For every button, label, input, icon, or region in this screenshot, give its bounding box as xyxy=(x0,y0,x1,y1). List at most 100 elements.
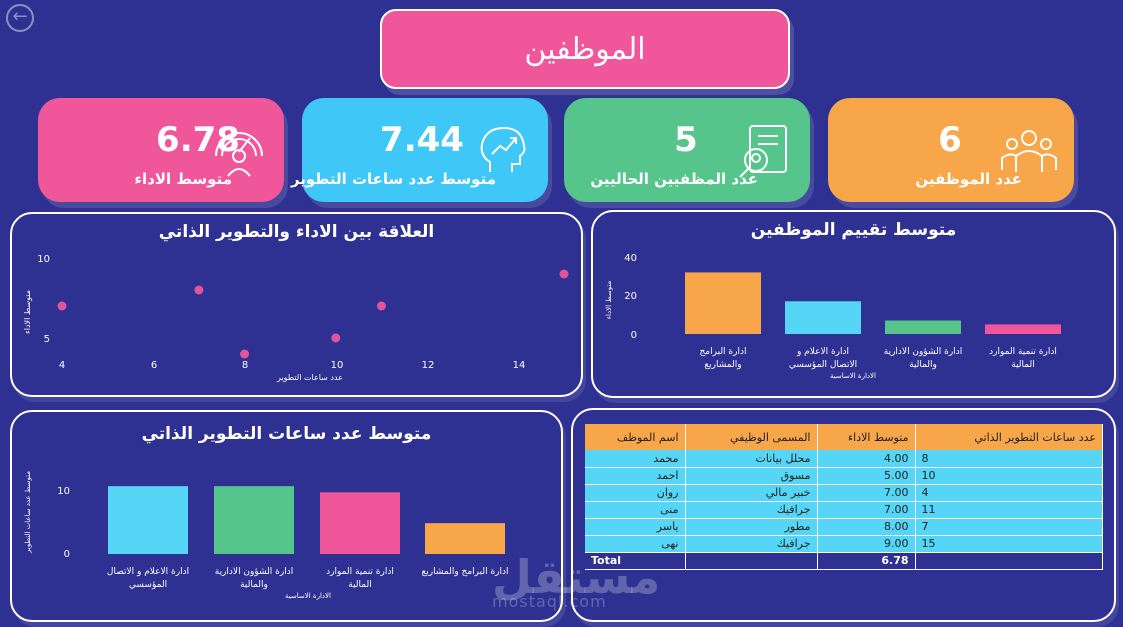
scatter-panel: العلاقة بين الاداء والتطوير الذاتي متوسط… xyxy=(10,212,583,397)
table-row[interactable]: احمد مسوق 5.00 10 xyxy=(585,467,1103,485)
avg-hours-panel: متوسط عدد ساعات التطوير الذاتي متوسط عدد… xyxy=(10,410,563,622)
category-label: ادارة الشؤون الادارية xyxy=(215,567,294,577)
table-panel: اسم الموظف المسمى الوظيفي متوسط الاداء ع… xyxy=(571,408,1116,622)
scatter-point[interactable] xyxy=(194,285,204,295)
cell-performance: 7.00 xyxy=(817,501,916,519)
total-spacer xyxy=(685,552,818,570)
kpi-label: متوسط الاداء xyxy=(134,170,232,188)
avg-hours-chart: متوسط عدد ساعات التطوير 10 0 ادارة الاعل… xyxy=(24,471,509,600)
cell-name: نهى xyxy=(585,535,686,553)
kpi-card-current-employees: 5 عدد المظفيين الحاليين xyxy=(564,98,810,202)
page-title-card: الموظفين xyxy=(380,9,790,89)
kpi-label: عدد المظفيين الحاليين xyxy=(590,170,758,188)
cell-name: منى xyxy=(585,501,686,519)
arrow-left-icon: ← xyxy=(12,6,28,27)
kpi-card-avg-performance: 6.78 متوسط الاداء xyxy=(38,98,284,202)
category-label: والمالية xyxy=(909,360,937,370)
category-label: ادارة البرامج والمشاريع xyxy=(421,567,508,577)
cell-title: خبير مالي xyxy=(685,484,818,502)
table-row[interactable]: ياسر مطور 8.00 7 xyxy=(585,518,1103,536)
scatter-point[interactable] xyxy=(240,349,250,359)
cell-title: جرافيك xyxy=(685,535,818,553)
table-row[interactable]: روان خبير مالي 7.00 4 xyxy=(585,484,1103,502)
x-tick: 8 xyxy=(242,360,248,371)
cell-name: محمد xyxy=(585,450,686,468)
x-tick: 4 xyxy=(59,360,65,371)
back-button[interactable]: ← xyxy=(6,4,34,32)
x-tick: 10 xyxy=(331,360,344,371)
kpi-label: متوسط عدد ساعات التطوير xyxy=(290,170,496,188)
cell-performance: 4.00 xyxy=(817,450,916,468)
column-header[interactable]: متوسط الاداء xyxy=(817,424,916,450)
x-tick: 14 xyxy=(513,360,526,371)
cell-name: ياسر xyxy=(585,518,686,536)
y-tick: 40 xyxy=(624,253,637,264)
avg-rating-chart: متوسط الاداء 40 20 0 ادارة البرامج والمش… xyxy=(605,253,1061,380)
watermark-url: mostaql.com xyxy=(492,592,607,611)
column-header[interactable]: المسمى الوظيفي xyxy=(685,424,818,450)
table-row[interactable]: محمد محلل بيانات 4.00 8 xyxy=(585,450,1103,468)
watermark-logo: مستقل xyxy=(492,550,661,604)
x-tick: 12 xyxy=(422,360,435,371)
cell-title: مطور xyxy=(685,518,818,536)
x-axis-label: الادارة الاساسية xyxy=(285,592,331,600)
category-label: والمشاريع xyxy=(704,360,741,370)
table-row[interactable]: منى جرافيك 7.00 11 xyxy=(585,501,1103,519)
scatter-chart: متوسط الاداء 10 5 4 6 8 10 12 14 عدد ساع… xyxy=(23,254,569,382)
category-label: المؤسسي xyxy=(129,580,167,590)
cell-hours: 10 xyxy=(915,467,1103,485)
scatter-point[interactable] xyxy=(331,333,341,343)
employee-table: اسم الموظف المسمى الوظيفي متوسط الاداء ع… xyxy=(585,424,1103,570)
kpi-card-total-employees: 6 عدد الموظفين xyxy=(828,98,1074,202)
y-tick: 0 xyxy=(631,330,637,341)
avg-hours-title: متوسط عدد ساعات التطوير الذاتي xyxy=(141,424,432,444)
y-axis-label: متوسط الاداء xyxy=(605,281,613,320)
bar[interactable] xyxy=(108,486,188,554)
column-header[interactable]: عدد ساعات التطوير الذاتي xyxy=(915,424,1103,450)
cell-performance: 8.00 xyxy=(817,518,916,536)
kpi-value: 5 xyxy=(674,120,698,160)
bar[interactable] xyxy=(425,523,505,554)
table-header-row: اسم الموظف المسمى الوظيفي متوسط الاداء ع… xyxy=(585,424,1103,450)
category-label: ادارة تنمية الموارد xyxy=(326,567,394,577)
avg-rating-title: متوسط تقييم الموظفين xyxy=(750,220,957,240)
table-total-row: Total 6.78 xyxy=(585,552,1103,570)
scatter-point[interactable] xyxy=(376,301,386,311)
scatter-point[interactable] xyxy=(559,269,569,279)
cell-performance: 9.00 xyxy=(817,535,916,553)
bar[interactable] xyxy=(885,320,961,334)
total-spacer xyxy=(915,552,1103,570)
x-axis-label: عدد ساعات التطوير xyxy=(276,373,343,382)
bar[interactable] xyxy=(785,301,861,334)
x-tick: 6 xyxy=(151,360,157,371)
bar[interactable] xyxy=(320,492,400,554)
kpi-card-avg-dev-hours: 7.44 متوسط عدد ساعات التطوير xyxy=(291,98,548,202)
kpi-value: 6 xyxy=(938,120,962,160)
page-title: الموظفين xyxy=(524,31,646,67)
bar[interactable] xyxy=(214,486,294,554)
cell-hours: 8 xyxy=(915,450,1103,468)
bar[interactable] xyxy=(985,324,1061,334)
document-search-icon xyxy=(739,125,787,178)
total-value: 6.78 xyxy=(817,552,916,570)
y-axis-label: متوسط عدد ساعات التطوير xyxy=(24,471,32,554)
kpi-label: عدد الموظفين xyxy=(915,170,1022,188)
cell-name: روان xyxy=(585,484,686,502)
table-row[interactable]: نهى جرافيك 9.00 15 xyxy=(585,535,1103,553)
y-tick: 10 xyxy=(57,486,70,497)
y-tick: 5 xyxy=(44,334,50,345)
cell-title: محلل بيانات xyxy=(685,450,818,468)
x-axis-label: الادارة الاساسية xyxy=(830,372,876,380)
column-header[interactable]: اسم الموظف xyxy=(585,424,686,450)
y-tick: 10 xyxy=(37,254,50,265)
cell-title: جرافيك xyxy=(685,501,818,519)
category-label: ادارة تنمية الموارد xyxy=(989,347,1057,357)
category-label: المالية xyxy=(348,580,371,590)
category-label: ادارة الشؤون الادارية xyxy=(884,347,963,357)
cell-hours: 7 xyxy=(915,518,1103,536)
bar[interactable] xyxy=(685,272,761,334)
kpi-value: 6.78 xyxy=(156,120,240,160)
scatter-point[interactable] xyxy=(57,301,67,311)
category-label: المالية xyxy=(1011,360,1034,370)
scatter-title: العلاقة بين الاداء والتطوير الذاتي xyxy=(158,222,435,242)
